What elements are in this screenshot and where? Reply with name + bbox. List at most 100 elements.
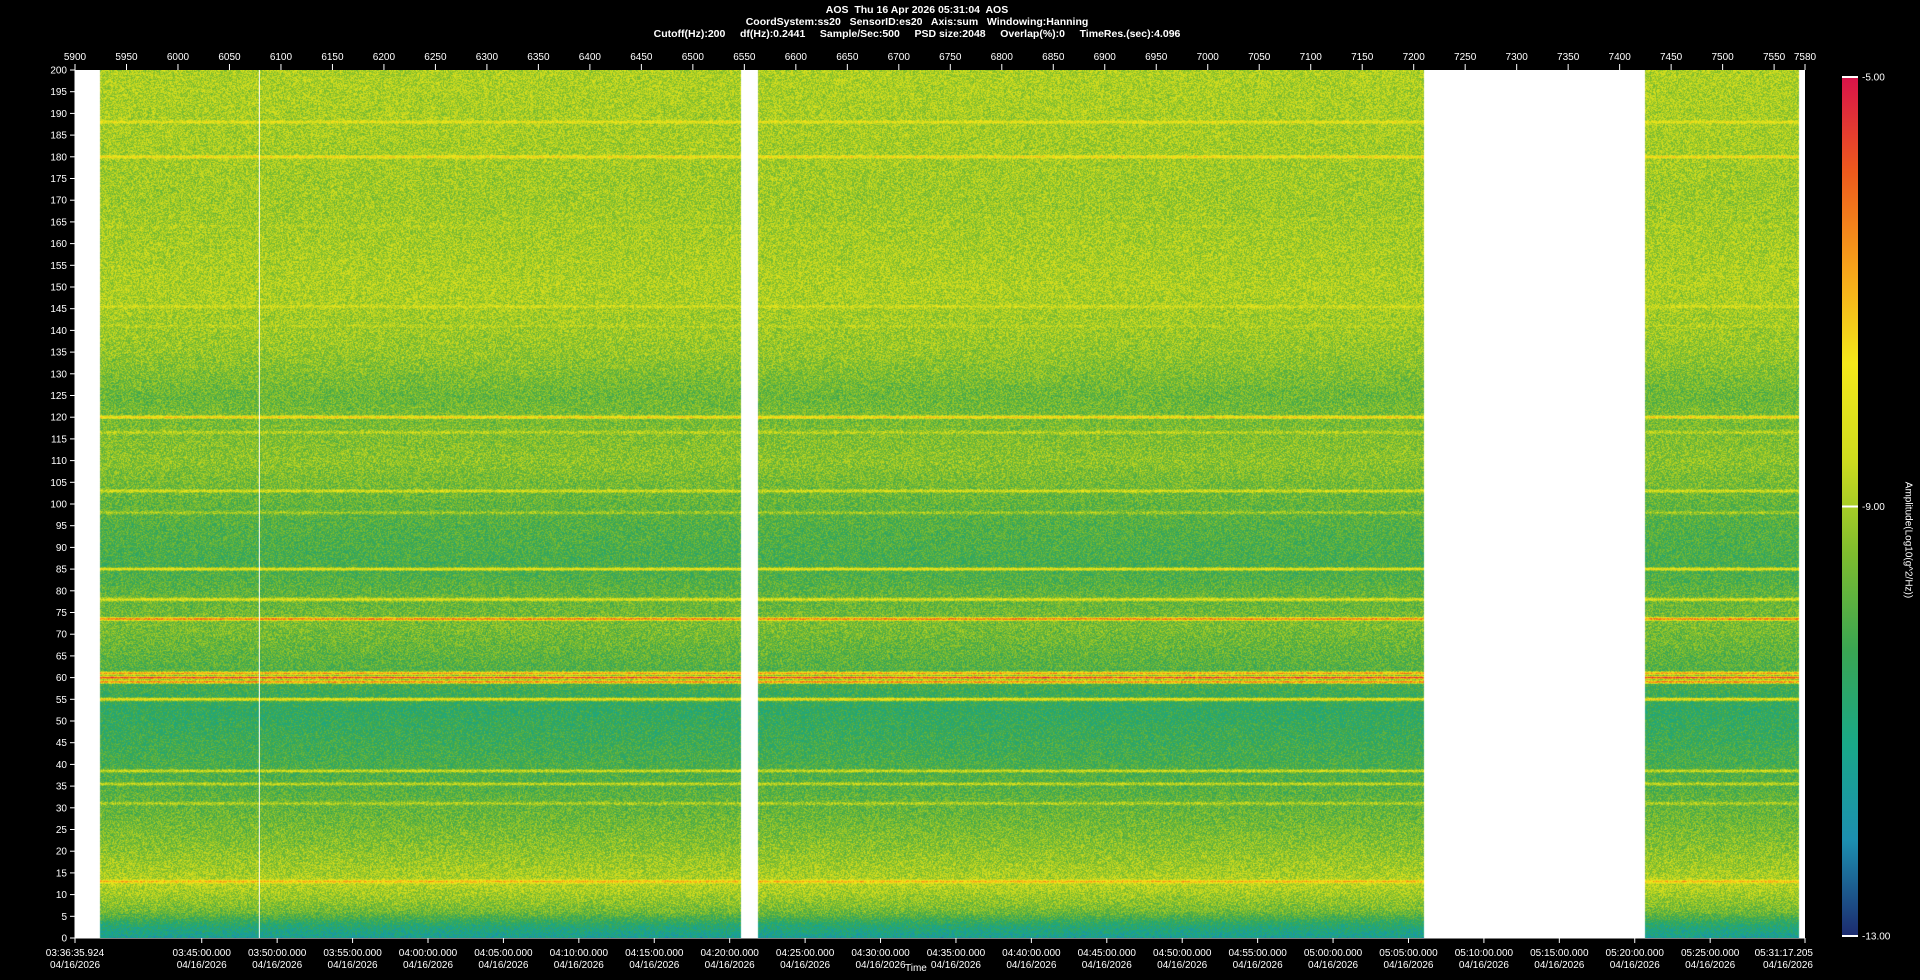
time-axis-tick-label: 03:50:00.000	[248, 948, 307, 959]
top-axis-tick-label: 7500	[1711, 52, 1734, 63]
time-axis-tick-label: 03:36:35.924	[46, 948, 105, 959]
y-axis-tick-label: 35	[56, 782, 68, 793]
time-axis-date-label: 04/16/2026	[629, 960, 679, 971]
time-axis-date-label: 04/16/2026	[478, 960, 528, 971]
time-axis: 03:36:35.924 04/16/2026 03:45:00.000 04/16/…	[46, 937, 1814, 971]
y-axis-tick-label: 120	[50, 413, 67, 424]
time-axis-date-label: 04/16/2026	[1610, 960, 1660, 971]
time-axis-tick-label: 03:55:00.000	[323, 948, 382, 959]
y-axis-tick-label: 20	[56, 847, 68, 858]
time-axis-tick-label: 03:45:00.000	[173, 948, 232, 959]
y-axis-tick-label: 55	[56, 695, 68, 706]
time-axis-tick-label: 05:25:00.000	[1681, 948, 1740, 959]
y-axis-tick-label: 15	[56, 868, 68, 879]
time-axis-date-label: 04/16/2026	[1006, 960, 1056, 971]
y-axis-tick-label: 105	[50, 478, 67, 489]
time-axis-tick-label: 04:05:00.000	[474, 948, 533, 959]
top-axis-tick-label: 6050	[218, 52, 241, 63]
y-axis-tick-label: 10	[56, 890, 68, 901]
y-axis-tick-label: 5	[61, 912, 67, 923]
y-axis-tick-label: 40	[56, 760, 68, 771]
top-axis-tick-label: 6550	[733, 52, 756, 63]
colorbar-tick-label: -13.00	[1862, 932, 1891, 943]
y-axis-tick-label: 90	[56, 543, 68, 554]
y-axis-tick-label: 185	[50, 131, 67, 142]
top-axis-tick-label: 6900	[1094, 52, 1117, 63]
top-axis-tick-label: 5950	[115, 52, 138, 63]
top-axis-tick-label: 7580	[1794, 52, 1817, 63]
y-axis-tick-label: 190	[50, 109, 67, 120]
time-axis-date-label: 04/16/2026	[403, 960, 453, 971]
time-axis-tick-label: 05:31:17.205	[1755, 948, 1814, 959]
time-axis-date-label: 04/16/2026	[855, 960, 905, 971]
y-axis-tick-label: 95	[56, 521, 68, 532]
y-axis-tick-label: 130	[50, 369, 67, 380]
y-axis-tick-label: 175	[50, 174, 67, 185]
time-axis-tick-label: 04:50:00.000	[1153, 948, 1212, 959]
y-axis-tick-label: 45	[56, 738, 68, 749]
y-axis-tick-label: 75	[56, 608, 68, 619]
y-axis-tick-label: 125	[50, 391, 67, 402]
y-axis-tick-label: 195	[50, 87, 67, 98]
colorbar-label: Amplitude(Log10(g^2/Hz))	[1902, 481, 1914, 599]
time-axis-tick-label: 05:00:00.000	[1304, 948, 1363, 959]
top-axis-tick-label: 6750	[939, 52, 962, 63]
time-axis-date-label: 04/16/2026	[780, 960, 830, 971]
y-axis-tick-label: 150	[50, 283, 67, 294]
top-axis-tick-label: 7150	[1351, 52, 1374, 63]
colorbar-tick-label: -5.00	[1862, 73, 1885, 84]
top-axis-tick-label: 6300	[476, 52, 499, 63]
time-axis-tick-label: 04:35:00.000	[927, 948, 986, 959]
top-axis-tick-label: 6100	[270, 52, 293, 63]
time-axis-date-label: 04/16/2026	[1233, 960, 1283, 971]
y-axis-tick-label: 115	[51, 434, 67, 445]
time-axis-date-label: 04/16/2026	[1685, 960, 1735, 971]
top-axis-tick-label: 6950	[1145, 52, 1168, 63]
time-axis-date-label: 04/16/2026	[705, 960, 755, 971]
header-params-line-1: CoordSystem:ss20 SensorID:es20 Axis:sum …	[745, 16, 1089, 28]
top-axis-tick-label: 7400	[1609, 52, 1632, 63]
time-axis-tick-label: 04:15:00.000	[625, 948, 684, 959]
y-axis-tick-label: 140	[50, 326, 67, 337]
top-axis-tick-label: 6400	[579, 52, 602, 63]
header-params-line-2: Cutoff(Hz):200 df(Hz):0.2441 Sample/Sec:…	[653, 28, 1181, 40]
time-axis-date-label: 04/16/2026	[931, 960, 981, 971]
y-axis-tick-label: 0	[61, 934, 67, 945]
chart-title: AOS Thu 16 Apr 2026 05:31:04 AOS	[825, 4, 1009, 16]
top-axis-tick-label: 6450	[630, 52, 653, 63]
time-axis-tick-label: 04:25:00.000	[776, 948, 835, 959]
time-axis-tick-label: 05:20:00.000	[1606, 948, 1665, 959]
top-axis-tick-label: 7050	[1248, 52, 1271, 63]
time-axis-tick-label: 04:45:00.000	[1078, 948, 1137, 959]
time-axis-tick-label: 04:40:00.000	[1002, 948, 1061, 959]
top-axis-tick-label: 7250	[1454, 52, 1477, 63]
time-axis-tick-label: 05:05:00.000	[1379, 948, 1438, 959]
time-axis-date-label: 04/16/2026	[1459, 960, 1509, 971]
time-axis-tick-label: 04:55:00.000	[1228, 948, 1287, 959]
chart-header: AOS Thu 16 Apr 2026 05:31:04 AOS CoordSy…	[0, 4, 1834, 40]
y-axis-tick-label: 80	[56, 586, 68, 597]
top-axis-tick-label: 6000	[167, 52, 190, 63]
x-axis-label: Time	[905, 963, 927, 974]
colorbar-tick-label: -9.00	[1862, 502, 1885, 513]
time-axis-date-label: 04/16/2026	[1763, 960, 1813, 971]
spectrogram-heatmap	[75, 70, 1805, 938]
time-axis-date-label: 04/16/2026	[252, 960, 302, 971]
y-axis-tick-label: 65	[56, 651, 68, 662]
y-axis-tick-label: 25	[56, 825, 68, 836]
top-axis-tick-label: 6250	[424, 52, 447, 63]
time-axis-date-label: 04/16/2026	[1534, 960, 1584, 971]
y-axis-tick-label: 165	[50, 217, 67, 228]
top-axis-tick-label: 6650	[836, 52, 859, 63]
colorbar: -5.00 -9.00 -13.00	[1842, 73, 1891, 943]
y-axis-tick-label: 170	[50, 196, 67, 207]
y-axis-tick-label: 200	[50, 66, 67, 77]
top-axis-tick-label: 5900	[64, 52, 87, 63]
top-axis-tick-label: 7200	[1403, 52, 1426, 63]
time-axis-tick-label: 04:00:00.000	[399, 948, 458, 959]
time-axis-date-label: 04/16/2026	[1082, 960, 1132, 971]
top-axis-tick-label: 7000	[1197, 52, 1220, 63]
top-axis-tick-label: 6200	[373, 52, 396, 63]
y-axis-tick-label: 155	[50, 261, 67, 272]
